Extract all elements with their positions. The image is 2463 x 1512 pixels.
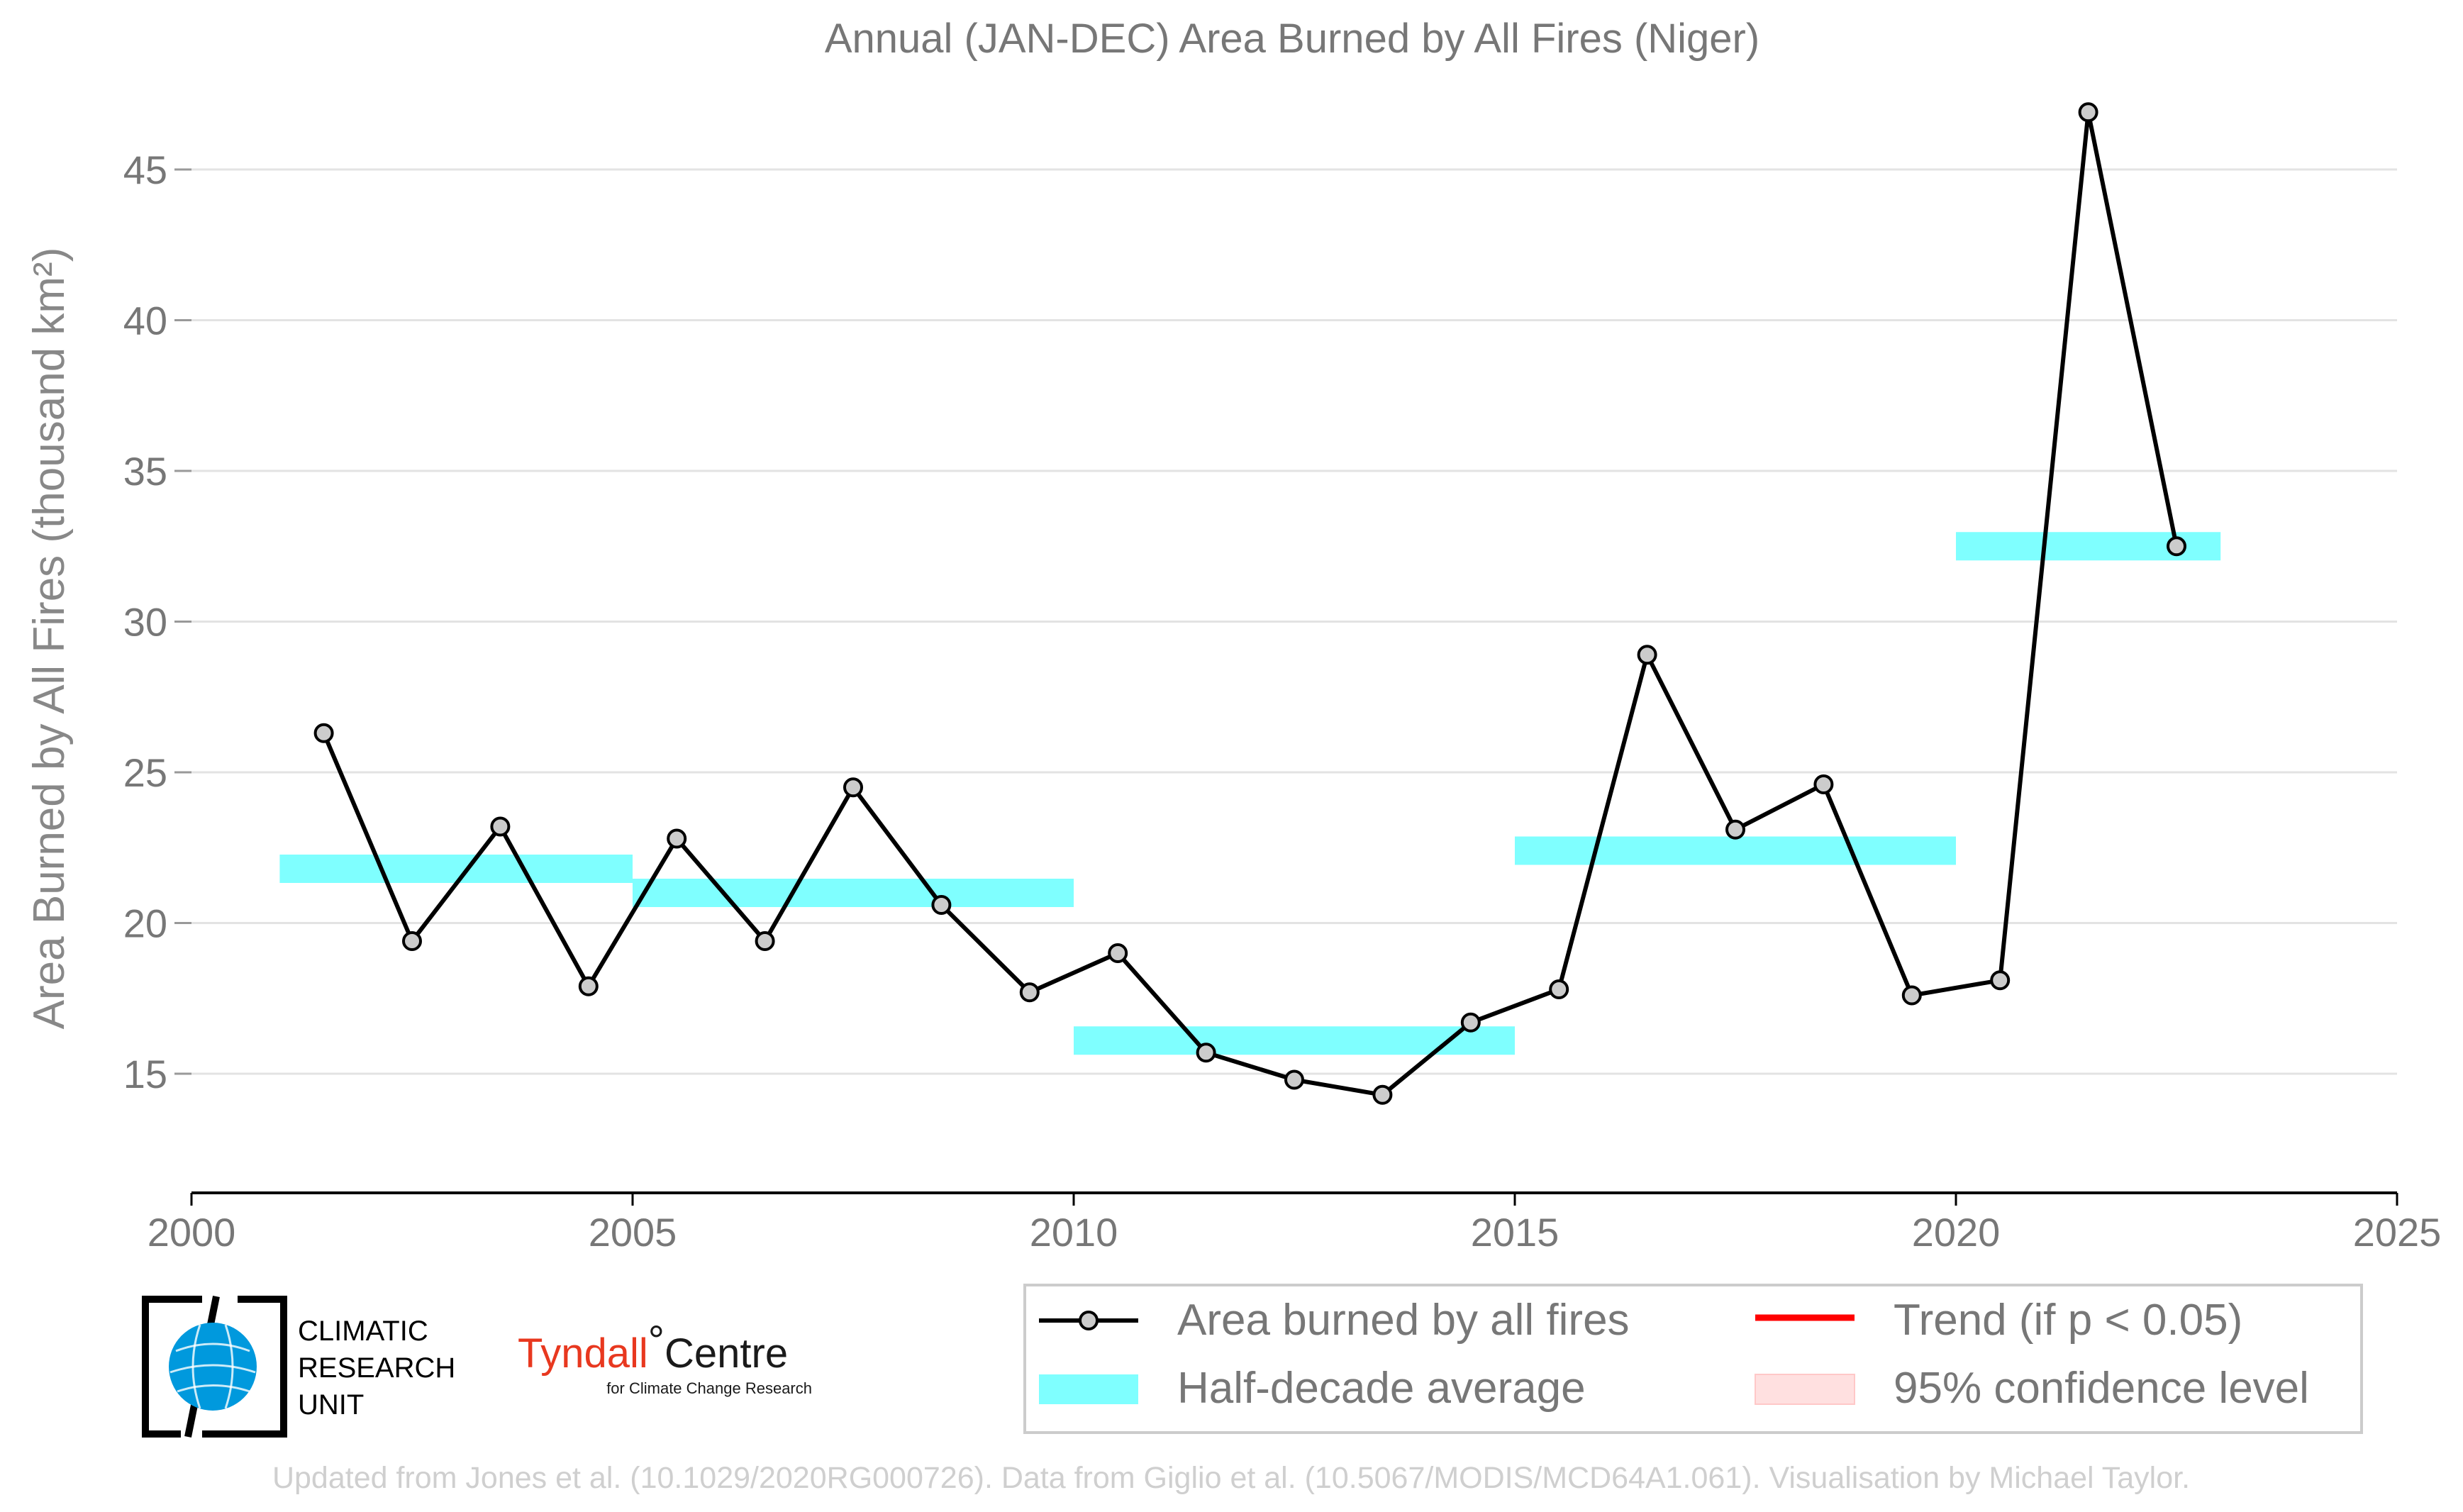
- globe-icon: [169, 1323, 257, 1411]
- x-tick-label: 2010: [1030, 1210, 1118, 1255]
- footer-credit: Updated from Jones et al. (10.1029/2020R…: [272, 1461, 2190, 1495]
- y-tick-label: 25: [123, 750, 167, 795]
- half-decade-average-bar: [1074, 1026, 1515, 1055]
- series-line-layer: [321, 110, 2179, 1097]
- data-point: [1372, 1084, 1393, 1105]
- data-point: [402, 931, 422, 951]
- series-line: [321, 110, 2179, 1097]
- cru-logo-text-2: RESEARCH: [298, 1352, 455, 1384]
- legend: Area burned by all fires Trend (if p < 0…: [1023, 1284, 2363, 1434]
- tyndall-logo-main: Tyndall: [518, 1330, 648, 1377]
- cru-logo: CLIMATIC RESEARCH UNIT: [142, 1296, 455, 1438]
- tyndall-logo-degree: °: [648, 1318, 665, 1364]
- data-point: [667, 828, 687, 849]
- legend-label-confidence: 95% confidence level: [1894, 1364, 2309, 1413]
- x-tick-label: 2005: [589, 1210, 677, 1255]
- y-axis-label: Area Burned by All Fires (thousand km²): [25, 248, 74, 1030]
- data-point: [1196, 1043, 1216, 1063]
- data-point: [931, 895, 952, 915]
- cru-logo-frame: [142, 1296, 287, 1438]
- y-tick-label: 40: [123, 299, 167, 343]
- tyndall-logo-centre: Centre: [665, 1330, 788, 1377]
- data-point: [843, 777, 863, 798]
- data-point: [1460, 1012, 1481, 1033]
- data-point: [2078, 102, 2098, 123]
- data-point: [755, 931, 775, 951]
- cru-logo-text-3: UNIT: [298, 1389, 364, 1421]
- grid-lines: [191, 168, 2397, 1075]
- half-decade-average-bar: [633, 879, 1074, 907]
- x-tick-label: 2020: [1912, 1210, 2001, 1255]
- data-point: [1725, 819, 1745, 840]
- legend-box: [1023, 1284, 2363, 1434]
- tyndall-logo-text: Tyndall°Centre: [518, 1318, 788, 1377]
- data-point: [1637, 645, 1657, 665]
- legend-swatch-confidence: [1755, 1374, 1855, 1405]
- data-point: [1990, 970, 2011, 991]
- x-axis-ticks: 2000 2005 2010 2015 2020 2025: [148, 1193, 2442, 1255]
- half-decade-average-bars: [279, 532, 2221, 1055]
- data-point: [490, 816, 511, 837]
- legend-swatch-average: [1039, 1374, 1138, 1404]
- y-tick-label: 35: [123, 449, 167, 494]
- y-tick-label: 45: [123, 148, 167, 192]
- legend-label-area: Area burned by all fires: [1177, 1296, 1630, 1345]
- data-point: [1549, 979, 1569, 999]
- data-point: [1901, 985, 1922, 1006]
- half-decade-average-bar: [279, 855, 633, 883]
- data-point: [1108, 943, 1128, 963]
- y-axis-ticks: 15 20 25 30 35 40 45: [123, 148, 191, 1096]
- x-tick-label: 2015: [1471, 1210, 1559, 1255]
- data-point: [578, 976, 599, 996]
- x-tick-label: 2000: [148, 1210, 236, 1255]
- legend-label-trend: Trend (if p < 0.05): [1894, 1296, 2242, 1345]
- legend-swatch-marker: [1079, 1311, 1099, 1330]
- data-point: [1284, 1069, 1304, 1090]
- data-point: [313, 723, 334, 743]
- half-decade-average-bar: [1515, 836, 1956, 865]
- y-tick-label: 30: [123, 600, 167, 645]
- series-points: [313, 102, 2186, 1105]
- data-point: [1019, 982, 1040, 1003]
- chart-title: Annual (JAN-DEC) Area Burned by All Fire…: [825, 16, 1759, 62]
- y-tick-label: 20: [123, 901, 167, 946]
- data-point: [1813, 774, 1834, 794]
- tyndall-logo: Tyndall°Centre for Climate Change Resear…: [518, 1318, 812, 1397]
- x-tick-label: 2025: [2353, 1210, 2442, 1255]
- tyndall-logo-subtitle: for Climate Change Research: [606, 1379, 812, 1397]
- cru-logo-text-1: CLIMATIC: [298, 1316, 428, 1347]
- data-point: [2167, 536, 2186, 557]
- legend-label-average: Half-decade average: [1177, 1364, 1586, 1413]
- y-tick-label: 15: [123, 1052, 167, 1096]
